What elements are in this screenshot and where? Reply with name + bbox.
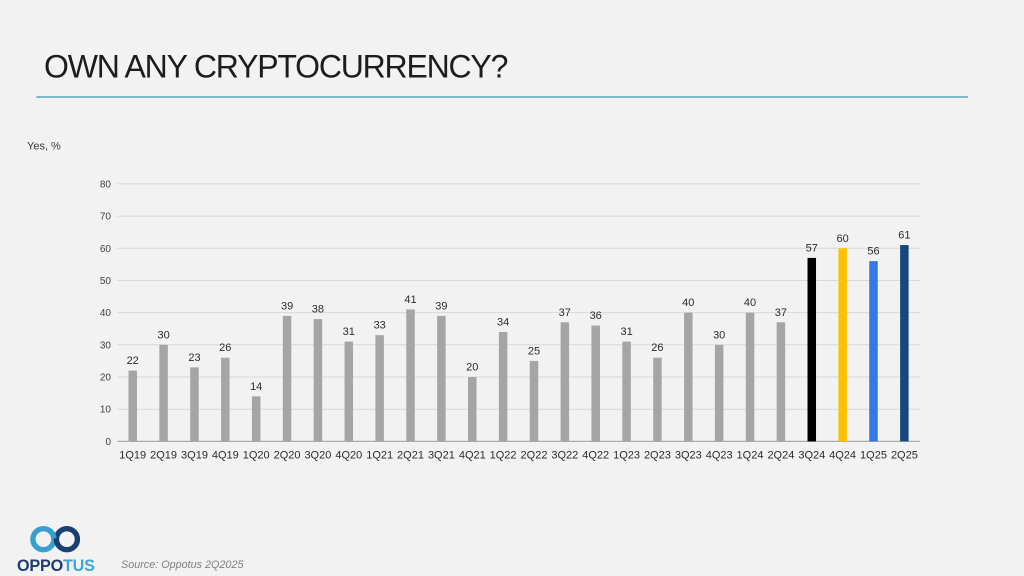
svg-text:4Q23: 4Q23	[706, 450, 733, 462]
svg-text:0: 0	[105, 437, 111, 448]
svg-text:1Q23: 1Q23	[613, 450, 640, 462]
svg-text:2Q19: 2Q19	[150, 450, 177, 462]
svg-text:30: 30	[100, 340, 112, 351]
svg-text:56: 56	[867, 246, 879, 258]
svg-text:39: 39	[281, 300, 293, 312]
svg-text:20: 20	[100, 373, 112, 384]
svg-text:26: 26	[651, 342, 663, 354]
svg-text:4Q19: 4Q19	[212, 450, 239, 462]
svg-text:OPPOTUS: OPPOTUS	[17, 557, 95, 575]
svg-text:1Q24: 1Q24	[737, 450, 764, 462]
svg-text:36: 36	[590, 310, 602, 322]
svg-text:40: 40	[100, 308, 112, 319]
svg-text:30: 30	[157, 329, 169, 341]
svg-text:10: 10	[100, 405, 112, 416]
svg-text:4Q24: 4Q24	[829, 450, 856, 462]
svg-text:60: 60	[836, 233, 848, 245]
svg-text:2Q20: 2Q20	[274, 450, 301, 462]
svg-text:31: 31	[620, 326, 632, 338]
svg-text:3Q23: 3Q23	[675, 450, 702, 462]
svg-text:30: 30	[713, 329, 725, 341]
svg-text:Source: Oppotus 2Q2025: Source: Oppotus 2Q2025	[121, 559, 244, 571]
svg-text:4Q22: 4Q22	[582, 450, 609, 462]
svg-text:22: 22	[127, 355, 139, 367]
svg-text:57: 57	[806, 242, 818, 254]
svg-text:2Q23: 2Q23	[644, 450, 671, 462]
svg-text:1Q25: 1Q25	[860, 450, 887, 462]
svg-text:61: 61	[898, 230, 910, 242]
svg-text:39: 39	[435, 300, 447, 312]
svg-text:26: 26	[219, 342, 231, 354]
svg-text:40: 40	[682, 297, 694, 309]
svg-text:80: 80	[100, 179, 112, 190]
svg-text:23: 23	[188, 352, 200, 364]
svg-text:1Q22: 1Q22	[490, 450, 517, 462]
svg-text:41: 41	[404, 294, 416, 306]
svg-text:3Q21: 3Q21	[428, 450, 455, 462]
svg-text:2Q22: 2Q22	[521, 450, 548, 462]
svg-text:3Q19: 3Q19	[181, 450, 208, 462]
svg-text:37: 37	[559, 307, 571, 319]
svg-text:34: 34	[497, 317, 509, 329]
svg-text:33: 33	[374, 320, 386, 332]
svg-text:37: 37	[775, 307, 787, 319]
svg-text:1Q21: 1Q21	[366, 450, 393, 462]
svg-text:31: 31	[343, 326, 355, 338]
svg-text:OWN ANY CRYPTOCURRENCY?: OWN ANY CRYPTOCURRENCY?	[44, 49, 508, 85]
svg-text:25: 25	[528, 345, 540, 357]
svg-text:2Q25: 2Q25	[891, 450, 918, 462]
svg-text:50: 50	[100, 276, 112, 287]
svg-text:3Q20: 3Q20	[304, 450, 331, 462]
svg-text:1Q19: 1Q19	[119, 450, 146, 462]
svg-text:38: 38	[312, 304, 324, 316]
svg-text:Yes, %: Yes, %	[27, 141, 61, 153]
svg-text:60: 60	[100, 244, 112, 255]
svg-text:70: 70	[100, 212, 112, 223]
svg-text:40: 40	[744, 297, 756, 309]
svg-text:3Q22: 3Q22	[551, 450, 578, 462]
svg-text:14: 14	[250, 381, 262, 393]
svg-text:1Q20: 1Q20	[243, 450, 270, 462]
svg-text:4Q21: 4Q21	[459, 450, 486, 462]
svg-text:20: 20	[466, 362, 478, 374]
svg-text:2Q21: 2Q21	[397, 450, 424, 462]
svg-text:4Q20: 4Q20	[335, 450, 362, 462]
svg-text:3Q24: 3Q24	[798, 450, 825, 462]
svg-text:2Q24: 2Q24	[767, 450, 794, 462]
